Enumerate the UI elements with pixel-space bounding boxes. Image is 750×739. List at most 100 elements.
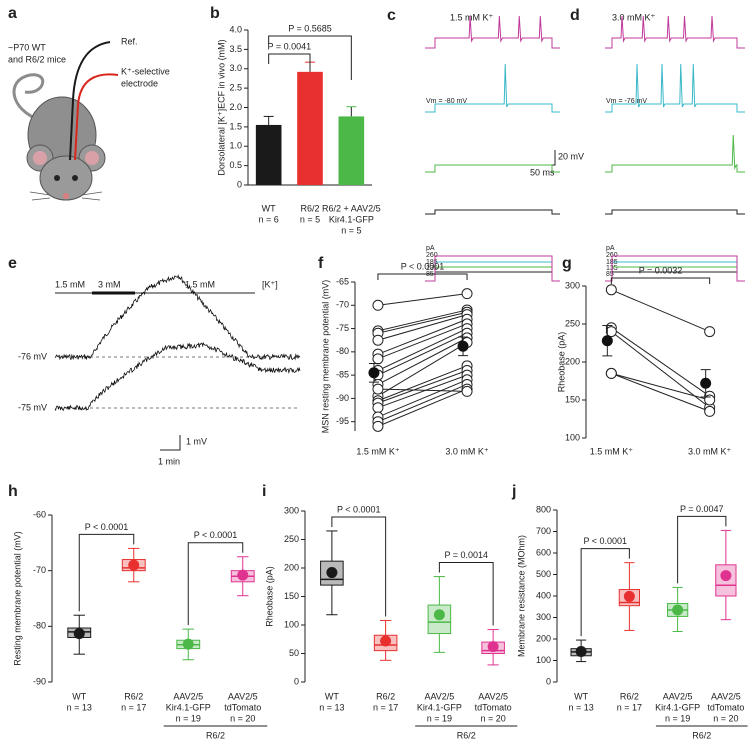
voltage-trace <box>425 209 560 215</box>
y-tick-label: -95 <box>336 416 349 426</box>
y-tick-label: 200 <box>565 356 580 366</box>
mouse-label: ~P70 WT <box>8 42 46 52</box>
ion-label: [K⁺] <box>262 279 278 289</box>
vm-label: Vm = -80 mV <box>426 98 467 105</box>
mean-point <box>487 641 499 653</box>
y-tick-label: 400 <box>536 590 551 600</box>
n-label: n = 6 <box>259 214 279 224</box>
current-step <box>425 255 560 282</box>
panel-label: d <box>570 7 580 24</box>
x-tick-label: R6/2 <box>300 203 319 213</box>
n-label: n = 19 <box>176 713 201 723</box>
panel-label: c <box>387 7 396 24</box>
n-label: n = 13 <box>319 702 344 712</box>
pair-line <box>377 318 468 355</box>
panel-label: e <box>8 255 17 272</box>
electrode-label: electrode <box>121 78 158 88</box>
y-tick-label: 3.5 <box>229 44 242 54</box>
mean-point <box>326 567 338 579</box>
panel-label: a <box>8 5 17 22</box>
y-tick-label: 300 <box>284 505 299 515</box>
y-axis-label: Dorsolateral [K⁺]ECF in vivo (mM) <box>216 39 226 175</box>
bar <box>297 71 323 185</box>
electrode-label: K⁺-selective <box>121 66 170 76</box>
y-axis-label: Rheobase (pA) <box>556 332 566 393</box>
mouse-label: and R6/2 mice <box>8 54 66 64</box>
potential-trace <box>54 274 301 361</box>
pair-line <box>377 388 468 392</box>
n-label: n = 20 <box>230 713 255 723</box>
y-tick-label: -85 <box>336 370 349 380</box>
x-tick-label: Kir4.1-GFP <box>655 702 700 712</box>
x-tick-label: WT <box>262 203 276 213</box>
y-tick-label: 1.0 <box>229 141 242 151</box>
p-value: P < 0.0001 <box>85 522 129 532</box>
current-unit: pA <box>426 245 435 252</box>
y-tick-label: 500 <box>536 569 551 579</box>
n-label: n = 19 <box>427 713 452 723</box>
y-tick-label: 300 <box>565 280 580 290</box>
pair-line <box>377 369 468 404</box>
y-axis-label: Rheobase (pA) <box>264 566 274 627</box>
current-label: 135 <box>426 265 438 272</box>
cell-point <box>372 402 384 414</box>
y-tick-label: -75 <box>336 323 349 333</box>
bar <box>255 124 282 185</box>
y-tick-label: 700 <box>536 526 551 536</box>
x-tick-label: Kir4.1-GFP <box>329 214 374 224</box>
scale-label: 20 mV <box>558 151 584 161</box>
significance-bracket <box>677 515 727 584</box>
p-value: P = 0.5685 <box>288 23 332 33</box>
y-axis-label: MSN resting membrane potential (mV) <box>320 280 330 434</box>
pair-line <box>377 365 468 402</box>
x-tick-label: WT <box>72 691 86 701</box>
significance-bracket <box>78 533 135 612</box>
panel-label: b <box>210 5 220 22</box>
voltage-trace <box>425 15 560 49</box>
pair-line <box>377 314 468 341</box>
error-cap <box>602 325 613 357</box>
mean-point <box>623 590 635 602</box>
y-tick-label: 250 <box>284 534 299 544</box>
group-label: R6/2 <box>457 730 476 739</box>
mean-point <box>601 335 613 347</box>
panel-label: f <box>318 255 324 272</box>
voltage-trace <box>425 164 560 173</box>
pair-line <box>611 372 710 412</box>
error-cap <box>368 362 379 383</box>
significance-bracket <box>187 542 244 626</box>
x-tick-label: 3.0 mM K⁺ <box>688 446 732 456</box>
condition-label: 3.0 mM K⁺ <box>612 12 656 22</box>
pair-line <box>611 327 710 397</box>
condition-label: 1.5 mM K⁺ <box>450 12 494 22</box>
y-tick-label: 0 <box>546 676 551 686</box>
mean-point <box>368 367 380 379</box>
mean-point <box>380 635 392 647</box>
mean-point <box>720 570 732 582</box>
y-tick-label: 100 <box>536 655 551 665</box>
y-tick-label: 100 <box>565 432 580 442</box>
pair-line <box>377 323 468 360</box>
pair-line <box>611 289 710 333</box>
x-tick-label: tdTomato <box>475 702 512 712</box>
cell-point <box>605 326 617 338</box>
mean-point <box>237 569 249 581</box>
concentration-label: 1.5 mM <box>55 279 85 289</box>
significance-bracket <box>268 35 352 80</box>
panel-label: i <box>262 483 266 500</box>
cell-point <box>372 334 384 346</box>
current-label: 260 <box>426 252 438 259</box>
concentration-label: 1.5 mM <box>185 279 215 289</box>
y-tick-label: -90 <box>336 393 349 403</box>
mean-point <box>73 628 85 640</box>
x-tick-label: 1.5 mM K⁺ <box>590 446 634 456</box>
y-tick-label: 0 <box>237 179 242 189</box>
n-label: n = 19 <box>665 713 690 723</box>
error-cap <box>458 336 469 357</box>
pair-line <box>377 309 468 332</box>
n-label: n = 20 <box>480 713 505 723</box>
mean-point <box>433 609 445 621</box>
y-tick-label: 150 <box>565 394 580 404</box>
group-label: R6/2 <box>692 730 711 739</box>
